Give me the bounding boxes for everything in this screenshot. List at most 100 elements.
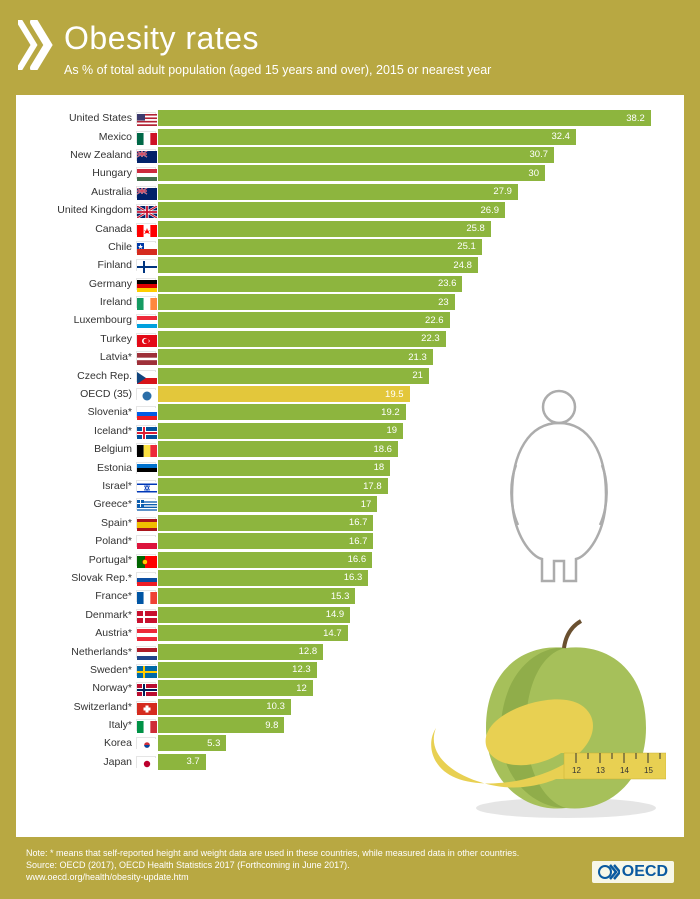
bar-value: 18.6 <box>373 444 392 455</box>
bar-row: Japan 3.7 <box>26 753 674 771</box>
bar-track: 32.4 <box>158 129 674 145</box>
country-label: Finland <box>26 259 136 271</box>
bar-track: 16.7 <box>158 515 674 531</box>
bar-value: 5.3 <box>207 738 220 749</box>
bar-row: United Kingdom 26.9 <box>26 201 674 219</box>
bar-track: 26.9 <box>158 202 674 218</box>
bar: 22.6 <box>158 312 450 328</box>
flag-icon <box>136 131 156 143</box>
bar-value: 23.6 <box>438 278 457 289</box>
bar-track: 30 <box>158 165 674 181</box>
bar-row: Ireland 23 <box>26 293 674 311</box>
bar-track: 24.8 <box>158 257 674 273</box>
bar-track: 15.3 <box>158 588 674 604</box>
bar: 16.7 <box>158 533 373 549</box>
bar-row: Portugal* 16.6 <box>26 550 674 568</box>
country-label: Australia <box>26 186 136 198</box>
flag-icon <box>136 664 156 676</box>
bar-track: 14.7 <box>158 625 674 641</box>
flag-icon <box>136 572 156 584</box>
bar-value: 12.3 <box>292 664 311 675</box>
infographic-frame: Obesity rates As % of total adult popula… <box>0 0 700 899</box>
country-label: Ireland <box>26 296 136 308</box>
country-label: Iceland* <box>26 425 136 437</box>
bar-row: Hungary 30 <box>26 164 674 182</box>
country-label: Turkey <box>26 333 136 345</box>
flag-icon <box>136 535 156 547</box>
bar-value: 22.3 <box>421 333 440 344</box>
flag-icon <box>136 498 156 510</box>
bar-row: Australia 27.9 <box>26 183 674 201</box>
bar-value: 16.7 <box>349 536 368 547</box>
bar-track: 22.6 <box>158 312 674 328</box>
flag-icon <box>136 241 156 253</box>
flag-icon <box>136 425 156 437</box>
bar: 17 <box>158 496 377 512</box>
bar-track: 12.3 <box>158 662 674 678</box>
country-label: United Kingdom <box>26 204 136 216</box>
bar-rows: United States 38.2 Mexico 32.4 New Zeala… <box>26 109 674 771</box>
flag-icon <box>136 627 156 639</box>
country-label: Italy* <box>26 719 136 731</box>
bar-value: 18 <box>374 462 385 473</box>
bar-row: Switzerland* 10.3 <box>26 698 674 716</box>
bar-row: Spain* 16.7 <box>26 514 674 532</box>
bar-row: Israel* 17.8 <box>26 477 674 495</box>
bar-value: 16.6 <box>348 554 367 565</box>
bar-row: Iceland* 19 <box>26 422 674 440</box>
flag-icon <box>136 333 156 345</box>
flag-icon <box>136 223 156 235</box>
country-label: United States <box>26 112 136 124</box>
bar-track: 18.6 <box>158 441 674 457</box>
bar-track: 27.9 <box>158 184 674 200</box>
country-label: Spain* <box>26 517 136 529</box>
country-label: Israel* <box>26 480 136 492</box>
bar-value: 16.3 <box>344 572 363 583</box>
bar-value: 15.3 <box>331 591 350 602</box>
bar-value: 14.7 <box>323 628 342 639</box>
bar: 19 <box>158 423 403 439</box>
country-label: Norway* <box>26 682 136 694</box>
flag-icon <box>136 701 156 713</box>
flag-icon <box>136 719 156 731</box>
bar-row: Estonia 18 <box>26 458 674 476</box>
bar-track: 19 <box>158 423 674 439</box>
flag-icon <box>136 112 156 124</box>
country-label: Slovak Rep.* <box>26 572 136 584</box>
country-label: Portugal* <box>26 554 136 566</box>
footnote-source: Source: OECD (2017), OECD Health Statist… <box>26 859 519 871</box>
country-label: Czech Rep. <box>26 370 136 382</box>
flag-icon <box>136 609 156 621</box>
bar: 16.7 <box>158 515 373 531</box>
bar: 10.3 <box>158 699 291 715</box>
country-label: Greece* <box>26 498 136 510</box>
bar-row: Mexico 32.4 <box>26 127 674 145</box>
bar: 25.1 <box>158 239 482 255</box>
country-label: Austria* <box>26 627 136 639</box>
bar-value: 30 <box>528 168 539 179</box>
bar-value: 32.4 <box>551 131 570 142</box>
bar: 22.3 <box>158 331 446 347</box>
bar-row: United States 38.2 <box>26 109 674 127</box>
bar: 5.3 <box>158 735 226 751</box>
bar-track: 5.3 <box>158 735 674 751</box>
bar: 12.8 <box>158 644 323 660</box>
bar: 18 <box>158 460 390 476</box>
bar-track: 23 <box>158 294 674 310</box>
bar-row: Italy* 9.8 <box>26 716 674 734</box>
country-label: Denmark* <box>26 609 136 621</box>
country-label: Mexico <box>26 131 136 143</box>
country-label: Canada <box>26 223 136 235</box>
flag-icon <box>136 756 156 768</box>
flag-icon <box>136 682 156 694</box>
bar-value: 30.7 <box>530 149 549 160</box>
flag-icon <box>136 462 156 474</box>
flag-icon <box>136 646 156 658</box>
flag-icon <box>136 370 156 382</box>
flag-icon <box>136 590 156 602</box>
bar-value: 27.9 <box>493 186 512 197</box>
bar-value: 3.7 <box>187 756 200 767</box>
bar-track: 16.7 <box>158 533 674 549</box>
bar-track: 12 <box>158 680 674 696</box>
chart-area: 1213 1415 United States 38.2 Mexico 32.4… <box>16 95 684 837</box>
